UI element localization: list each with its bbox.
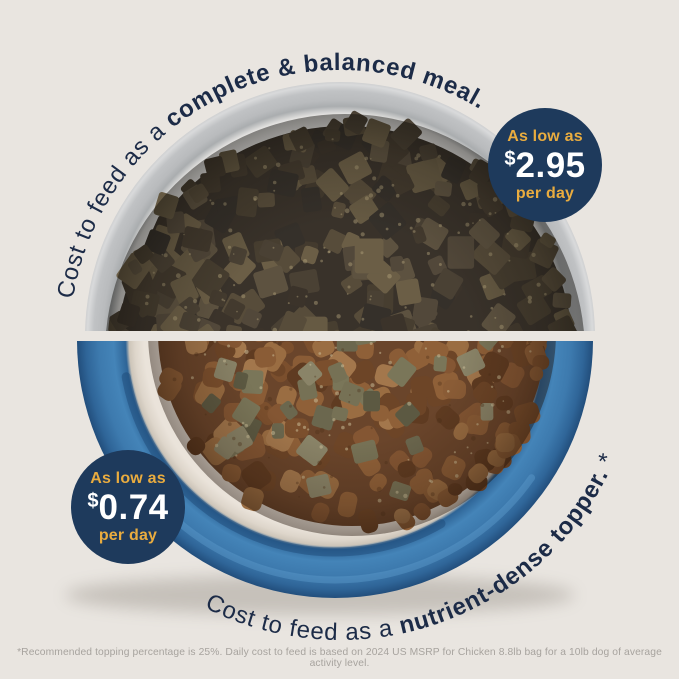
bottom-bowl-photo: [65, 341, 593, 615]
price-badge-meal: As low as $ 2.95 per day: [488, 108, 602, 222]
bottom-food-shading: [148, 341, 556, 536]
currency-symbol: $: [504, 147, 516, 170]
price-amount: 2.95: [515, 145, 586, 185]
price-badge-topper: As low as $ 0.74 per day: [71, 450, 185, 564]
blue-bowl-inner-shade: [121, 372, 446, 557]
price-amount: 0.74: [98, 487, 169, 527]
badge-prefix: As low as: [507, 127, 583, 145]
disclaimer-text: *Recommended topping percentage is 25%. …: [17, 647, 662, 669]
top-food-shading: [106, 114, 584, 331]
top-bowl-photo: [85, 82, 595, 331]
badge-prefix: As low as: [90, 469, 166, 487]
badge-suffix: per day: [98, 526, 158, 544]
badge-price: $ 2.95: [504, 148, 585, 183]
badge-price: $ 0.74: [87, 490, 168, 525]
currency-symbol: $: [87, 489, 99, 512]
badge-suffix: per day: [515, 184, 575, 202]
